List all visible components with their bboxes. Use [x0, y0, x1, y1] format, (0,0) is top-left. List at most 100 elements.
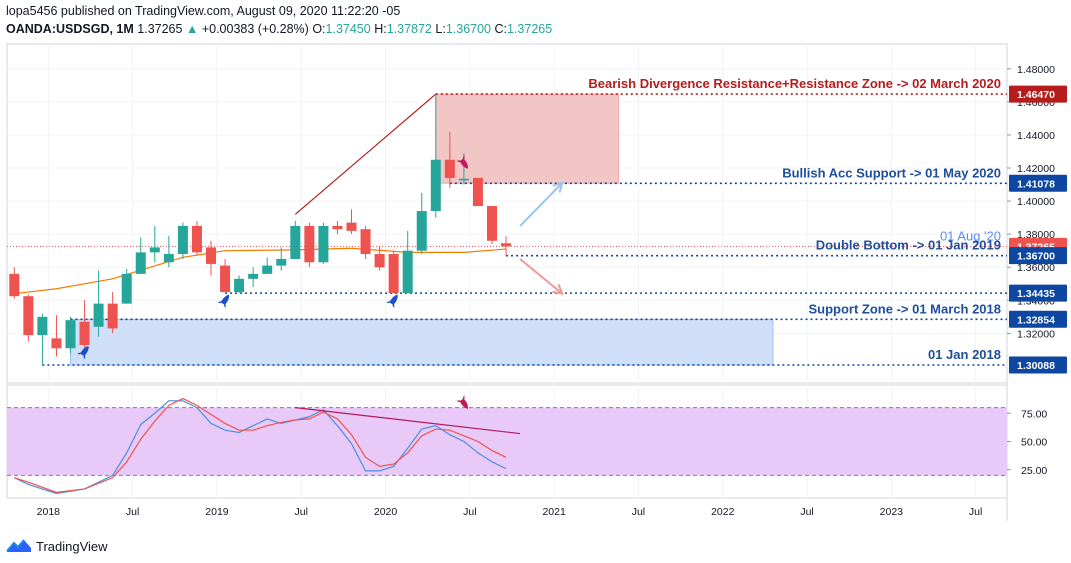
candle-body [135, 252, 146, 274]
low-label: L: [435, 22, 446, 36]
y-tick-label: 1.32000 [1017, 328, 1055, 340]
symbol-quote-line: OANDA:USDSGD, 1M 1.37265 ▲ +0.00383 (+0.… [6, 22, 552, 36]
candle-body [121, 273, 132, 304]
candle-body [501, 243, 512, 247]
footer-brand: TradingView [36, 538, 108, 554]
last-price: 1.37265 [137, 22, 183, 36]
symbol-name: OANDA:USDSGD, 1M [6, 22, 134, 36]
price-tag-label: 1.34435 [1017, 288, 1055, 300]
x-tick-label: 2022 [711, 506, 735, 518]
trend-line [294, 93, 437, 215]
candle-body [65, 320, 76, 349]
candle-body [374, 254, 385, 268]
stoch-tick-label: 75.00 [1021, 408, 1047, 420]
price-tag [1009, 247, 1067, 265]
candle-body [149, 247, 160, 253]
x-tick-label: Jul [800, 506, 813, 518]
price-tag [1009, 174, 1067, 192]
candle-body [402, 250, 413, 294]
x-tick-label: 2019 [205, 506, 229, 518]
candle-body [51, 338, 62, 349]
footer[interactable]: TradingView [6, 536, 108, 556]
projection-arrow-up [519, 182, 563, 227]
close-label: C: [494, 22, 507, 36]
rocket-body [459, 398, 469, 409]
chart-canvas[interactable]: 2018 Jul 2019 Jul 2020 Jul 2021 Jul 2022 Jul 2023 J… [0, 0, 1071, 535]
resistance-zone [435, 93, 619, 184]
candle-body [458, 178, 469, 181]
candle-body [346, 222, 357, 231]
divergence-line [295, 407, 521, 435]
x-tick-label: Jul [969, 506, 982, 518]
x-tick-label: Jul [632, 506, 645, 518]
rocket-fins [456, 155, 465, 163]
x-tick-label: Jul [463, 506, 476, 518]
price-tag-label: 1.36700 [1017, 251, 1055, 263]
low-value: 1.36700 [445, 22, 491, 36]
candle-body [276, 258, 287, 266]
candle-body [248, 273, 259, 279]
rocket-body [80, 345, 89, 357]
stochastic-d-line [14, 397, 507, 493]
bearish-rocket-icon [456, 155, 469, 169]
level-annotation: 01 Jan 2018 [928, 347, 1001, 362]
candle-body [9, 273, 20, 297]
candle-body [191, 225, 202, 253]
rocket-fins [386, 300, 395, 309]
candle-body [23, 296, 34, 336]
candle-body [107, 303, 118, 329]
price-tag-label: 1.32854 [1017, 314, 1055, 326]
stochastic-band [7, 407, 1007, 476]
publisher-line: lopa5456 published on TradingView.com, A… [6, 4, 401, 18]
price-tag-label: 1.46470 [1017, 89, 1055, 101]
bearish-rocket-icon [456, 395, 469, 409]
level-annotation: Support Zone -> 01 March 2018 [808, 301, 1001, 316]
projection-arrowhead [552, 284, 564, 296]
level-annotation: Bullish Acc Support -> 01 May 2020 [782, 165, 1001, 180]
x-tick-label: 2018 [37, 506, 61, 518]
projection-arrowhead [552, 181, 564, 193]
y-tick-label: 1.42000 [1017, 163, 1055, 175]
stochastic-k-line [14, 400, 507, 495]
price-tag [1009, 284, 1067, 302]
candle-body [430, 159, 441, 212]
price-tag-label: 1.30088 [1017, 360, 1055, 372]
candle-body [332, 225, 343, 230]
stoch-tick-label: 50.00 [1021, 437, 1047, 449]
bullish-rocket-icon [386, 294, 398, 309]
candle-body [262, 265, 273, 274]
bullish-rocket-icon [217, 294, 230, 309]
rocket-fins [456, 395, 465, 403]
candle-body [234, 278, 245, 293]
price-tag [1009, 356, 1067, 374]
candle-body [487, 206, 497, 241]
candle-body [416, 211, 427, 251]
candle-body [318, 225, 329, 263]
projection-arrow-down [519, 258, 563, 295]
candle-body [163, 254, 174, 263]
x-tick-label: 2023 [880, 506, 904, 518]
tradingview-logo-icon [6, 539, 31, 552]
price-tag [1009, 310, 1067, 328]
moving-average-line [14, 247, 507, 295]
candle-body [93, 303, 104, 327]
x-tick-label: 2020 [374, 506, 398, 518]
y-tick-label: 1.44000 [1017, 130, 1055, 142]
candle-body [388, 254, 399, 294]
price-change: +0.00383 (+0.28%) [201, 22, 309, 36]
candle-body [444, 159, 455, 178]
level-annotation: Double Bottom -> 01 Jan 2019 [816, 238, 1001, 253]
stoch-tick-label: 25.00 [1021, 465, 1047, 477]
open-value: 1.37450 [325, 22, 371, 36]
rocket-body [459, 158, 469, 169]
y-tick-label: 1.36000 [1017, 262, 1055, 274]
high-label: H: [374, 22, 387, 36]
support-zone [70, 318, 774, 366]
bullish-rocket-icon [77, 345, 89, 360]
high-value: 1.37872 [386, 22, 432, 36]
candle-body [290, 225, 301, 259]
candle-body [360, 229, 371, 255]
x-tick-label: Jul [126, 506, 139, 518]
change-up-icon: ▲ [185, 22, 199, 36]
x-tick-label: Jul [295, 506, 308, 518]
